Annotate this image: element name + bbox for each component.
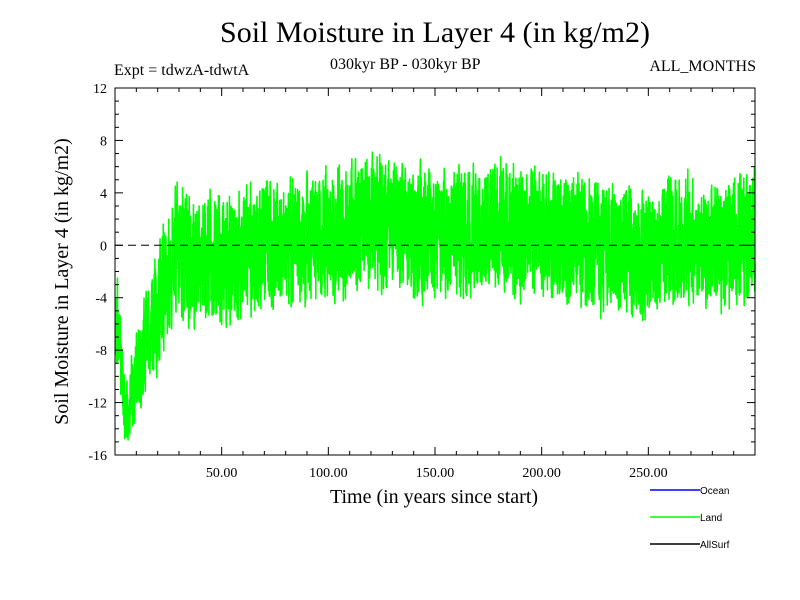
period-label: 030kyr BP - 030kyr BP [330,56,481,73]
x-axis-title: Time (in years since start) [330,486,538,508]
y-tick-label: 12 [93,82,107,97]
x-tick-label: 250.00 [629,466,668,481]
legend: Ocean Land AllSurf [650,486,730,551]
y-tick-label: -8 [95,344,107,359]
y-tick-label: -16 [88,449,107,464]
series-line-land [114,151,756,441]
plot-axes-layer: -16 -12 -8 -4 0 4 8 12 50.00 100.00 150.00 200.00 25… [51,82,756,508]
legend-label-land: Land [700,513,722,524]
y-tick-label: 0 [100,239,107,254]
chart-title: Soil Moisture in Layer 4 (in kg/m2) [220,16,650,49]
y-axis-title: Soil Moisture in Layer 4 (in kg/m2) [51,138,73,425]
x-tick-label: 100.00 [309,466,348,481]
x-tick-label: 150.00 [416,466,455,481]
x-tick-label: 200.00 [522,466,561,481]
y-tick-label: 4 [100,187,107,202]
legend-label-ocean: Ocean [700,486,729,497]
y-tick-label: 8 [100,134,107,149]
y-tick-label: -12 [88,397,107,412]
months-label: ALL_MONTHS [649,58,756,75]
y-tick-label: -4 [95,292,107,307]
legend-label-allsurf: AllSurf [700,540,730,551]
plot-data-layer [114,151,756,441]
x-tick-label: 50.00 [206,466,238,481]
experiment-label: Expt = tdwzA-tdwtA [114,62,250,79]
